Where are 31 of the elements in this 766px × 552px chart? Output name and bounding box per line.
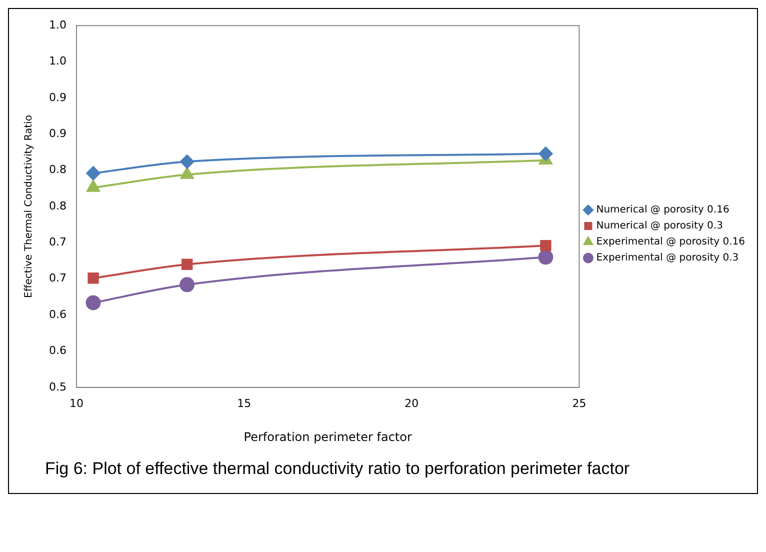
y-tick-label: 0.6	[48, 344, 66, 358]
point	[86, 295, 101, 310]
legend-label: Experimental @ porosity 0.3	[596, 252, 739, 264]
point	[540, 240, 552, 252]
y-tick-label: 0.9	[48, 127, 66, 140]
y-tick-label: 0.8	[48, 163, 66, 176]
legend-label: Numerical @ porosity 0.3	[596, 220, 723, 232]
point	[181, 258, 193, 270]
x-axis-title: Perforation perimeter factor	[244, 430, 412, 444]
y-tick-label: 0.9	[48, 90, 66, 104]
y-tick-label: 1.0	[48, 18, 66, 32]
caption: Fig 6: Plot of effective thermal conductivity ratio to perforation perimeter factor	[44, 458, 631, 480]
y-tick-label: 0.8	[48, 199, 66, 212]
point	[538, 146, 553, 161]
x-tick-label: 10	[69, 396, 84, 410]
x-tick-label: 15	[237, 396, 252, 410]
legend-label: Numerical @ porosity 0.16	[596, 204, 730, 216]
point	[88, 272, 99, 284]
point	[86, 166, 100, 180]
y-tick-label: 0.7	[48, 272, 66, 285]
x-tick-label: 20	[404, 396, 419, 410]
legend-label: Experimental @ porosity 0.16	[596, 236, 746, 248]
y-tick-label: 0.5	[48, 380, 66, 394]
y-tick-label: 0.7	[48, 236, 66, 249]
x-tick-label: 25	[572, 396, 586, 410]
point	[180, 277, 195, 292]
y-tick-label: 1.0	[48, 54, 66, 68]
point	[538, 250, 554, 265]
y-axis-title: Effective Thermal Conductivity Ratio	[24, 115, 35, 298]
y-tick-label: 0.6	[48, 308, 66, 321]
point	[180, 154, 194, 169]
